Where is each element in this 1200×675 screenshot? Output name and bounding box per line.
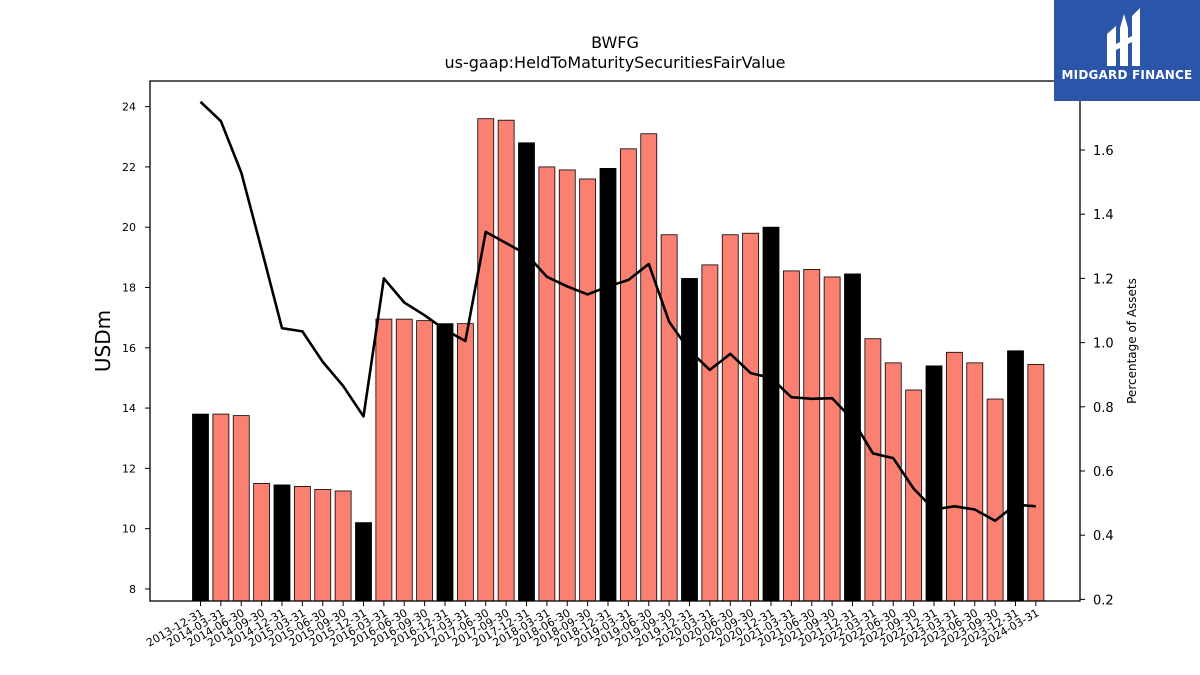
bar-2020-06-30 — [721, 234, 739, 602]
bar-2016-09-30 — [416, 320, 434, 602]
y-tick-label: 16 — [122, 342, 136, 355]
midgard-logo-icon — [1107, 8, 1140, 66]
bar-2016-06-30 — [395, 318, 413, 602]
series-line — [199, 100, 1036, 523]
bar-2024-03-31 — [1027, 363, 1045, 602]
bar-2022-12-31 — [925, 365, 943, 602]
bar-2021-03-31 — [782, 270, 800, 602]
x-axis: 2013-12-312014-03-312014-06-302014-09-30… — [144, 601, 1041, 650]
bar-2020-12-31 — [762, 226, 780, 602]
chart-title: BWFG — [591, 33, 639, 52]
y-axis-label: USDm — [91, 310, 115, 372]
y-tick-label: 8 — [129, 583, 136, 596]
y2-tick-label: 1.4 — [1093, 208, 1114, 223]
bar-2018-09-30 — [579, 178, 597, 602]
bar-2023-03-31 — [945, 351, 963, 602]
y2-tick-label: 1.2 — [1093, 272, 1114, 287]
bar-2019-09-30 — [660, 234, 678, 602]
y2-tick-label: 0.8 — [1093, 401, 1114, 416]
bar-2023-09-30 — [986, 398, 1004, 602]
bar-2021-12-31 — [844, 273, 861, 602]
y-tick-label: 12 — [122, 462, 136, 475]
y2-tick-label: 1.6 — [1093, 144, 1114, 159]
bar-2013-12-31 — [192, 413, 209, 602]
y2-axis: 0.2 0.4 0.6 0.8 1.0 1.2 1.4 1.6 — [1080, 144, 1114, 608]
logo-text: MIDGARD FINANCE — [1061, 68, 1193, 82]
bar-2017-03-31 — [456, 323, 474, 602]
bar-2018-03-31 — [538, 166, 556, 602]
midgard-finance-logo: MIDGARD FINANCE — [1054, 0, 1200, 101]
y-tick-label: 10 — [122, 523, 136, 536]
bar-2020-09-30 — [742, 232, 760, 602]
y2-tick-label: 1.0 — [1093, 337, 1114, 352]
y2-tick-label: 0.4 — [1093, 529, 1114, 544]
y2-tick-label: 0.6 — [1093, 465, 1114, 480]
y2-axis-label: Percentage of Assets — [1125, 278, 1139, 404]
bar-2014-06-30 — [232, 415, 250, 602]
y-tick-label: 14 — [122, 402, 136, 415]
bar-2017-06-30 — [477, 118, 495, 602]
y-tick-label: 22 — [122, 161, 136, 174]
bar-2023-06-30 — [966, 362, 984, 602]
plot-frame — [149, 80, 1081, 602]
bar-2021-09-30 — [823, 276, 841, 602]
bar-2017-12-31 — [518, 142, 535, 602]
bar-2015-12-31 — [355, 522, 372, 602]
y-tick-label: 20 — [122, 221, 136, 234]
bar-2014-03-31 — [212, 413, 230, 602]
bar-2014-09-30 — [253, 483, 271, 602]
bar-2019-12-31 — [681, 278, 698, 602]
bar-2020-03-31 — [701, 264, 719, 602]
bar-2018-12-31 — [599, 168, 617, 602]
bar-2023-12-31 — [1007, 350, 1024, 602]
y2-tick-label: 0.2 — [1093, 593, 1114, 608]
bar-2015-03-31 — [293, 486, 311, 602]
y-tick-label: 18 — [122, 281, 136, 294]
bar-2019-06-30 — [640, 133, 658, 602]
bar-2015-06-30 — [314, 489, 332, 602]
bars-group — [192, 118, 1045, 602]
bar-2021-06-30 — [803, 269, 821, 602]
bar-2014-12-31 — [273, 484, 291, 602]
chart-subtitle: us-gaap:HeldToMaturitySecuritiesFairValu… — [444, 53, 785, 72]
bar-2022-06-30 — [884, 362, 902, 602]
bar-2016-03-31 — [375, 318, 393, 602]
bar-2015-09-30 — [334, 490, 352, 602]
y-axis: 8 10 12 14 16 18 20 22 24 — [122, 101, 150, 596]
line-group — [199, 100, 1036, 523]
bar-2018-06-30 — [558, 169, 576, 602]
bar-2019-03-31 — [619, 148, 637, 602]
y-tick-label: 24 — [122, 101, 136, 114]
bar-2016-12-31 — [436, 323, 454, 602]
bar-2017-09-30 — [497, 119, 515, 602]
bar-2022-03-31 — [864, 338, 882, 602]
